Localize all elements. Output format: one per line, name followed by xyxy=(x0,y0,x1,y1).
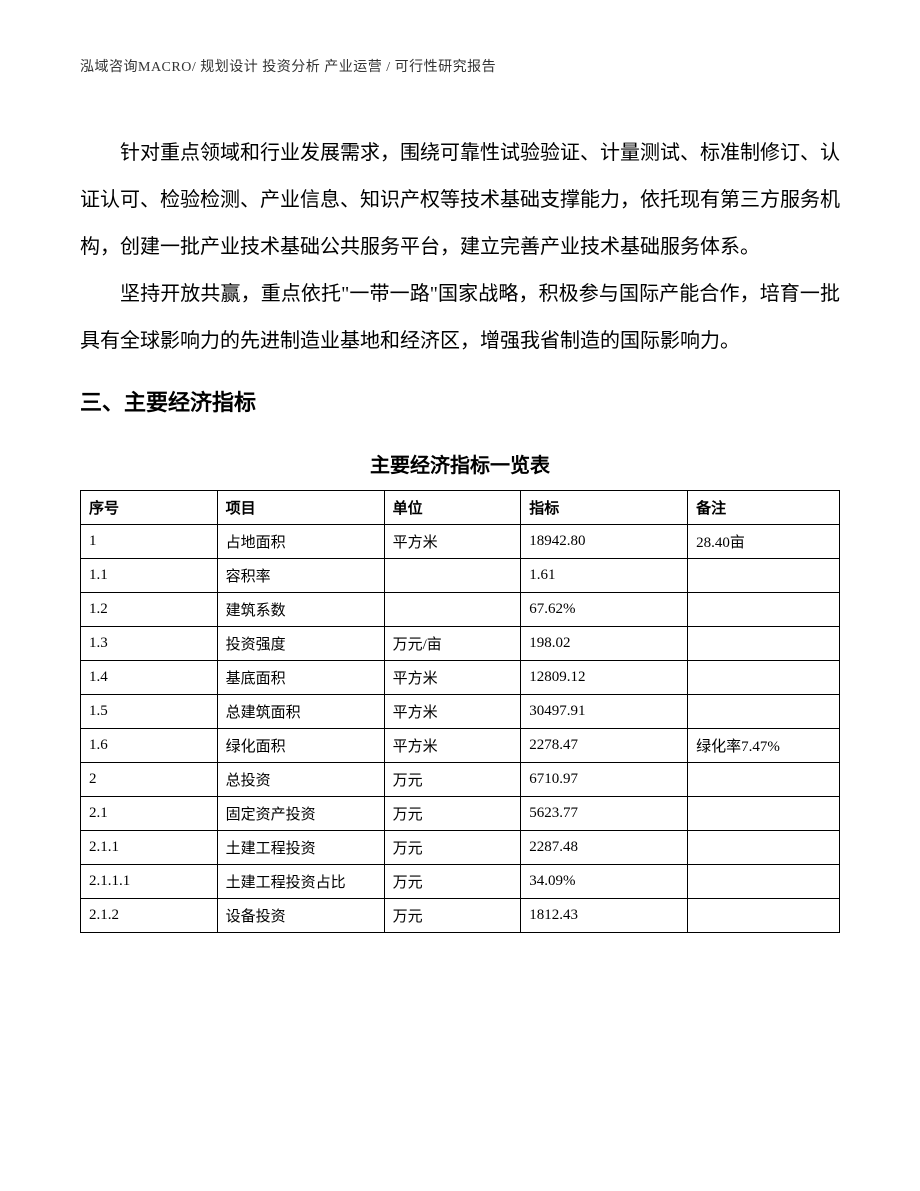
table-row: 2.1.1.1 土建工程投资占比 万元 34.09% xyxy=(81,865,840,899)
table-body: 1 占地面积 平方米 18942.80 28.40亩 1.1 容积率 1.6 1 … xyxy=(81,525,840,933)
table-row: 1.2 建筑系数 67.62% xyxy=(81,593,840,627)
cell-seq: 1.4 xyxy=(81,661,218,695)
cell-note xyxy=(688,559,840,593)
cell-note xyxy=(688,899,840,933)
col-header-seq: 序号 xyxy=(81,491,218,525)
content-area: 针对重点领域和行业发展需求，围绕可靠性试验验证、计量测试、标准制修订、认证认可、… xyxy=(80,130,840,933)
cell-note xyxy=(688,627,840,661)
cell-unit: 万元 xyxy=(384,797,521,831)
table-row: 1.4 基底面积 平方米 12809.12 xyxy=(81,661,840,695)
cell-indicator: 198.02 xyxy=(521,627,688,661)
cell-seq: 2.1.1 xyxy=(81,831,218,865)
table-title: 主要经济指标一览表 xyxy=(80,449,840,478)
table-row: 1.6 绿化面积 平方米 2278.47 绿化率7.47% xyxy=(81,729,840,763)
cell-unit: 平方米 xyxy=(384,695,521,729)
cell-seq: 1.2 xyxy=(81,593,218,627)
cell-note xyxy=(688,661,840,695)
paragraph-1: 针对重点领域和行业发展需求，围绕可靠性试验验证、计量测试、标准制修订、认证认可、… xyxy=(80,130,840,271)
paragraph-2: 坚持开放共赢，重点依托"一带一路"国家战略，积极参与国际产能合作，培育一批具有全… xyxy=(80,271,840,365)
cell-note: 28.40亩 xyxy=(688,525,840,559)
table-row: 2.1.1 土建工程投资 万元 2287.48 xyxy=(81,831,840,865)
cell-unit: 平方米 xyxy=(384,525,521,559)
cell-indicator: 2278.47 xyxy=(521,729,688,763)
col-header-note: 备注 xyxy=(688,491,840,525)
table-row: 2.1.2 设备投资 万元 1812.43 xyxy=(81,899,840,933)
economic-indicators-table: 序号 项目 单位 指标 备注 1 占地面积 平方米 18942.80 28.40… xyxy=(80,490,840,933)
cell-item: 占地面积 xyxy=(217,525,384,559)
cell-seq: 2 xyxy=(81,763,218,797)
cell-indicator: 1812.43 xyxy=(521,899,688,933)
cell-note xyxy=(688,797,840,831)
table-row: 1 占地面积 平方米 18942.80 28.40亩 xyxy=(81,525,840,559)
cell-item: 基底面积 xyxy=(217,661,384,695)
section-heading: 三、主要经济指标 xyxy=(80,385,840,417)
cell-unit: 万元/亩 xyxy=(384,627,521,661)
cell-item: 绿化面积 xyxy=(217,729,384,763)
table-row: 2.1 固定资产投资 万元 5623.77 xyxy=(81,797,840,831)
cell-item: 总投资 xyxy=(217,763,384,797)
cell-unit: 平方米 xyxy=(384,729,521,763)
cell-item: 建筑系数 xyxy=(217,593,384,627)
cell-item: 土建工程投资占比 xyxy=(217,865,384,899)
cell-indicator: 18942.80 xyxy=(521,525,688,559)
cell-seq: 2.1.2 xyxy=(81,899,218,933)
cell-unit xyxy=(384,559,521,593)
cell-item: 容积率 xyxy=(217,559,384,593)
cell-indicator: 5623.77 xyxy=(521,797,688,831)
cell-seq: 1.6 xyxy=(81,729,218,763)
table-header-row: 序号 项目 单位 指标 备注 xyxy=(81,491,840,525)
cell-unit: 万元 xyxy=(384,899,521,933)
cell-item: 投资强度 xyxy=(217,627,384,661)
table-row: 1.3 投资强度 万元/亩 198.02 xyxy=(81,627,840,661)
col-header-indicator: 指标 xyxy=(521,491,688,525)
cell-item: 总建筑面积 xyxy=(217,695,384,729)
table-row: 1.5 总建筑面积 平方米 30497.91 xyxy=(81,695,840,729)
cell-indicator: 30497.91 xyxy=(521,695,688,729)
cell-note xyxy=(688,593,840,627)
cell-unit xyxy=(384,593,521,627)
table-row: 2 总投资 万元 6710.97 xyxy=(81,763,840,797)
cell-unit: 平方米 xyxy=(384,661,521,695)
cell-note xyxy=(688,865,840,899)
table-header: 序号 项目 单位 指标 备注 xyxy=(81,491,840,525)
cell-seq: 1 xyxy=(81,525,218,559)
header-text: 泓域咨询MACRO/ 规划设计 投资分析 产业运营 / 可行性研究报告 xyxy=(80,60,496,75)
cell-unit: 万元 xyxy=(384,831,521,865)
cell-item: 土建工程投资 xyxy=(217,831,384,865)
cell-seq: 1.1 xyxy=(81,559,218,593)
cell-note xyxy=(688,831,840,865)
cell-indicator: 1.61 xyxy=(521,559,688,593)
cell-seq: 2.1.1.1 xyxy=(81,865,218,899)
cell-indicator: 12809.12 xyxy=(521,661,688,695)
cell-unit: 万元 xyxy=(384,763,521,797)
col-header-unit: 单位 xyxy=(384,491,521,525)
cell-indicator: 34.09% xyxy=(521,865,688,899)
cell-note xyxy=(688,763,840,797)
cell-seq: 1.5 xyxy=(81,695,218,729)
cell-indicator: 67.62% xyxy=(521,593,688,627)
cell-item: 设备投资 xyxy=(217,899,384,933)
table-row: 1.1 容积率 1.61 xyxy=(81,559,840,593)
cell-seq: 2.1 xyxy=(81,797,218,831)
cell-note: 绿化率7.47% xyxy=(688,729,840,763)
cell-indicator: 6710.97 xyxy=(521,763,688,797)
cell-unit: 万元 xyxy=(384,865,521,899)
cell-item: 固定资产投资 xyxy=(217,797,384,831)
cell-indicator: 2287.48 xyxy=(521,831,688,865)
col-header-item: 项目 xyxy=(217,491,384,525)
cell-seq: 1.3 xyxy=(81,627,218,661)
page-header: 泓域咨询MACRO/ 规划设计 投资分析 产业运营 / 可行性研究报告 xyxy=(80,56,496,76)
cell-note xyxy=(688,695,840,729)
